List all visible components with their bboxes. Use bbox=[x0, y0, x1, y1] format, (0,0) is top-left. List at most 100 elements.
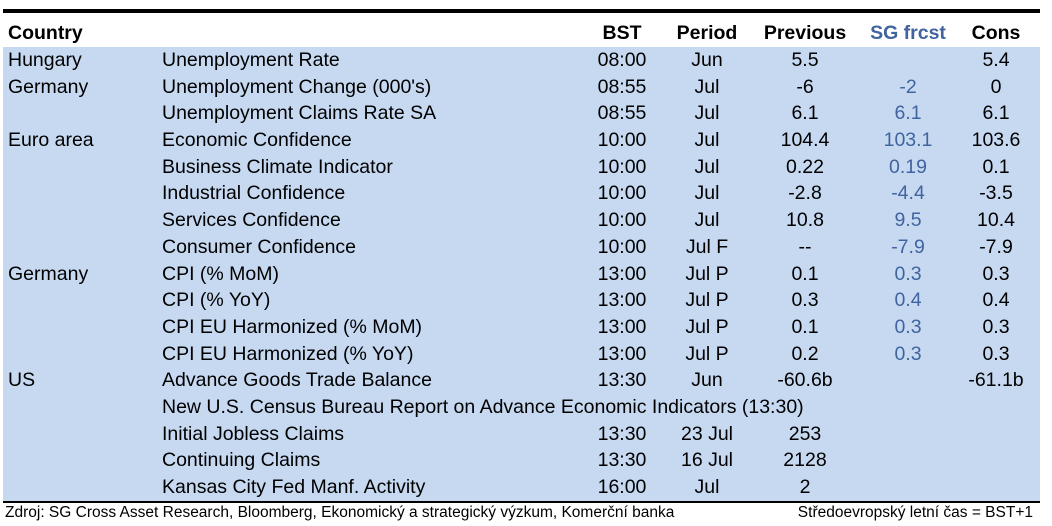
sg-forecast-cell: 0.19 bbox=[889, 155, 927, 178]
indicator-cell: Continuing Claims bbox=[162, 449, 321, 472]
table-row: Germany CPI (% MoM) 13:00 Jul P 0.1 0.3 … bbox=[3, 261, 1040, 288]
country-cell bbox=[3, 314, 158, 341]
header-period: Period bbox=[676, 22, 738, 44]
period-cell: Jul P bbox=[685, 342, 729, 365]
sg-forecast-cell bbox=[860, 367, 956, 394]
table-row: Continuing Claims 13:30 16 Jul 2128 bbox=[3, 447, 1040, 474]
bst-cell: 10:00 bbox=[597, 129, 647, 152]
sg-forecast-cell bbox=[860, 421, 956, 448]
table-row: CPI EU Harmonized (% MoM) 13:00 Jul P 0.… bbox=[3, 314, 1040, 341]
country-cell: Euro area bbox=[8, 129, 94, 152]
census-report-note: New U.S. Census Bureau Report on Advance… bbox=[162, 395, 804, 418]
consensus-cell: -7.9 bbox=[979, 235, 1013, 258]
sg-forecast-cell: 9.5 bbox=[894, 209, 922, 232]
bst-cell: 10:00 bbox=[597, 209, 647, 232]
header-country: Country bbox=[8, 22, 83, 44]
bst-cell: 08:55 bbox=[597, 102, 647, 125]
period-cell: Jul P bbox=[685, 262, 729, 285]
period-cell: Jun bbox=[691, 49, 723, 71]
header-previous: Previous bbox=[763, 22, 847, 44]
country-cell bbox=[3, 421, 158, 448]
indicator-cell: Services Confidence bbox=[162, 209, 341, 232]
consensus-cell: 5.4 bbox=[982, 49, 1010, 71]
top-rule bbox=[3, 9, 1040, 13]
indicator-cell: Unemployment Claims Rate SA bbox=[162, 102, 437, 125]
sg-forecast-cell: 0.3 bbox=[894, 262, 922, 285]
previous-cell: 0.1 bbox=[791, 315, 819, 338]
table-row: Unemployment Claims Rate SA 08:55 Jul 6.… bbox=[3, 100, 1040, 127]
consensus-cell: -3.5 bbox=[979, 182, 1013, 205]
bst-cell: 13:00 bbox=[597, 315, 647, 338]
previous-cell: -6 bbox=[796, 75, 814, 98]
period-cell: Jun bbox=[691, 369, 723, 392]
header-consensus: Cons bbox=[971, 22, 1021, 44]
table-row: Business Climate Indicator 10:00 Jul 0.2… bbox=[3, 154, 1040, 181]
previous-cell: 0.3 bbox=[791, 289, 819, 312]
period-cell: Jul bbox=[694, 209, 720, 232]
sg-forecast-cell: -7.9 bbox=[891, 235, 925, 258]
indicator-cell: CPI EU Harmonized (% MoM) bbox=[162, 315, 423, 338]
consensus-cell: 0.3 bbox=[982, 262, 1010, 285]
table-body: Hungary Unemployment Rate 08:00 Jun 5.5 … bbox=[3, 47, 1040, 501]
previous-cell: 104.4 bbox=[780, 129, 830, 152]
table-row: Kansas City Fed Manf. Activity 16:00 Jul… bbox=[3, 474, 1040, 501]
country-cell bbox=[3, 287, 158, 314]
sg-forecast-cell: 103.1 bbox=[883, 129, 933, 152]
previous-cell: -60.6b bbox=[777, 369, 833, 392]
consensus-cell: 0.3 bbox=[982, 342, 1010, 365]
country-cell bbox=[3, 100, 158, 127]
sg-forecast-cell bbox=[860, 474, 956, 501]
previous-cell: 2 bbox=[799, 476, 811, 498]
table-row: CPI EU Harmonized (% YoY) 13:00 Jul P 0.… bbox=[3, 341, 1040, 368]
sg-forecast-cell: 0.3 bbox=[894, 315, 922, 338]
economic-calendar-table: Country BST Period Previous SG frcst Con… bbox=[3, 20, 1040, 501]
country-cell bbox=[3, 447, 158, 474]
timezone-note: Středoevropský letní čas = BST+1 bbox=[797, 504, 1033, 521]
consensus-cell: 6.1 bbox=[982, 102, 1010, 125]
previous-cell: -2.8 bbox=[788, 182, 822, 205]
period-cell: Jul bbox=[694, 129, 720, 152]
bst-cell: 10:00 bbox=[597, 155, 647, 178]
consensus-cell: 0.4 bbox=[982, 289, 1010, 312]
bst-cell: 08:00 bbox=[597, 49, 647, 71]
period-cell: Jul bbox=[694, 75, 720, 98]
country-cell bbox=[3, 234, 158, 261]
indicator-cell: Industrial Confidence bbox=[162, 182, 346, 205]
table-row: Services Confidence 10:00 Jul 10.8 9.5 1… bbox=[3, 207, 1040, 234]
indicator-cell: Advance Goods Trade Balance bbox=[162, 369, 432, 392]
period-cell: 23 Jul bbox=[680, 422, 734, 445]
consensus-cell: 0.1 bbox=[982, 155, 1010, 178]
table-row: CPI (% YoY) 13:00 Jul P 0.3 0.4 0.4 bbox=[3, 287, 1040, 314]
indicator-cell: Unemployment Rate bbox=[162, 49, 340, 71]
table-row: Initial Jobless Claims 13:30 23 Jul 253 bbox=[3, 421, 1040, 448]
previous-cell: 0.22 bbox=[786, 155, 824, 178]
indicator-cell: Consumer Confidence bbox=[162, 235, 357, 258]
consensus-cell: 10.4 bbox=[977, 209, 1015, 232]
table-header-row: Country BST Period Previous SG frcst Con… bbox=[3, 20, 1040, 47]
bst-cell: 13:30 bbox=[597, 369, 647, 392]
bst-cell: 16:00 bbox=[597, 476, 647, 498]
indicator-cell: Economic Confidence bbox=[162, 129, 352, 152]
table-row: Euro area Economic Confidence 10:00 Jul … bbox=[3, 127, 1040, 154]
bst-cell: 13:30 bbox=[597, 422, 647, 445]
country-cell bbox=[3, 154, 158, 181]
country-cell: US bbox=[8, 369, 36, 392]
period-cell: Jul bbox=[694, 102, 720, 125]
consensus-cell bbox=[956, 421, 1036, 448]
indicator-cell: CPI (% YoY) bbox=[162, 289, 271, 312]
header-sg-forecast: SG frcst bbox=[870, 22, 946, 44]
indicator-cell: Unemployment Change (000's) bbox=[162, 75, 432, 98]
table-row: US Advance Goods Trade Balance 13:30 Jun… bbox=[3, 367, 1040, 394]
previous-cell: -- bbox=[798, 235, 812, 258]
sg-forecast-cell bbox=[860, 47, 956, 74]
period-cell: Jul P bbox=[685, 315, 729, 338]
country-cell bbox=[3, 394, 158, 421]
consensus-cell: -61.1b bbox=[968, 369, 1024, 392]
indicator-cell: Initial Jobless Claims bbox=[162, 422, 345, 445]
period-cell: Jul bbox=[694, 155, 720, 178]
country-cell bbox=[3, 341, 158, 368]
period-cell: 16 Jul bbox=[680, 449, 734, 472]
previous-cell: 5.5 bbox=[791, 49, 819, 71]
consensus-cell bbox=[956, 447, 1036, 474]
bst-cell: 13:00 bbox=[597, 342, 647, 365]
